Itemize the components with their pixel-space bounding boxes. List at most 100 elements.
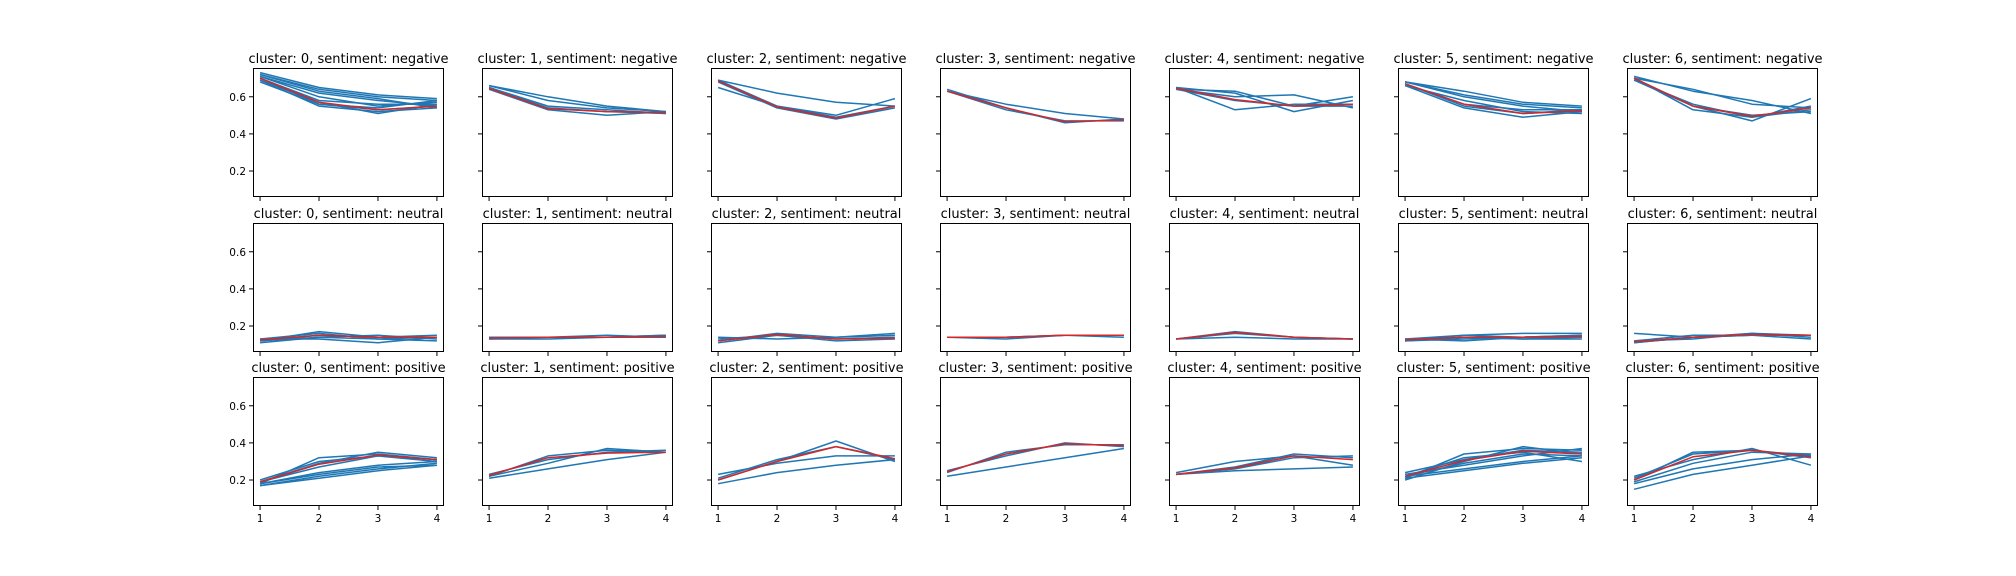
panel-title: cluster: 0, sentiment: positive: [251, 361, 445, 376]
panel-frame: [1169, 223, 1360, 352]
centroid-line: [1175, 87, 1353, 107]
panel-frame: [482, 68, 673, 197]
panel-frame: [1627, 223, 1818, 352]
y-tick-label: 0.6: [229, 92, 246, 104]
member-line: [1404, 81, 1582, 113]
x-tick-label: 4: [1350, 513, 1357, 525]
x-tick-label: 2: [1232, 513, 1239, 525]
member-line: [488, 88, 666, 117]
member-line: [488, 84, 666, 113]
x-tick-label: 2: [1461, 513, 1468, 525]
subplot-panel: cluster: 4, sentiment: positive 1 2 3 4: [1165, 361, 1362, 525]
panel-lines: [1175, 86, 1354, 113]
x-tick-label: 3: [1520, 513, 1527, 525]
member-line: [1404, 81, 1582, 109]
member-line: [259, 73, 438, 109]
panel-lines: [1405, 332, 1582, 342]
subplot-panel: cluster: 3, sentiment: positive 1 2 3 4: [936, 361, 1133, 525]
member-line: [1404, 81, 1582, 107]
member-line: [717, 458, 895, 485]
centroid-line: [1176, 455, 1353, 476]
x-tick-label: 1: [944, 513, 951, 525]
y-tick-label: 0.6: [229, 247, 246, 259]
member-line: [259, 455, 437, 481]
member-line: [259, 77, 437, 111]
panel-title: cluster: 6, sentiment: neutral: [1628, 207, 1818, 222]
member-line: [946, 88, 1124, 124]
centroid-line: [717, 445, 896, 481]
subplot-panel: cluster: 4, sentiment: neutral: [1165, 207, 1360, 356]
centroid-line: [1404, 450, 1582, 478]
panel-frame: [1169, 68, 1360, 197]
panel-title: cluster: 0, sentiment: neutral: [254, 207, 444, 222]
member-line: [718, 334, 895, 344]
panel-title: cluster: 1, sentiment: positive: [480, 361, 674, 376]
panel-lines: [947, 334, 1124, 340]
subplot-panel: cluster: 3, sentiment: neutral: [936, 207, 1131, 356]
y-tick-label: 0.2: [229, 475, 246, 487]
x-tick-label: 3: [375, 513, 382, 525]
panel-frame: [940, 377, 1131, 506]
member-line: [260, 464, 437, 487]
centroid-line: [947, 334, 1124, 338]
x-tick-label: 3: [1749, 513, 1756, 525]
x-tick-label: 4: [892, 513, 899, 525]
centroid-line: [1404, 83, 1582, 115]
member-line: [717, 440, 896, 481]
subplot-panel: cluster: 5, sentiment: neutral: [1394, 207, 1589, 356]
subplot-panel: cluster: 1, sentiment: positive 1 2 3 4: [478, 361, 675, 525]
subplot-panel: cluster: 0, sentiment: negative 0.2 0.4 0.6: [229, 52, 449, 201]
panel-title: cluster: 4, sentiment: neutral: [1170, 207, 1360, 222]
y-tick-label: 0.4: [229, 438, 246, 450]
panel-lines: [946, 442, 1125, 478]
subplot-panel: cluster: 1, sentiment: negative: [477, 52, 678, 201]
y-tick-label: 0.4: [229, 129, 246, 141]
centroid-line: [489, 335, 666, 339]
panel-title: cluster: 1, sentiment: neutral: [483, 207, 673, 222]
panel-title: cluster: 6, sentiment: positive: [1625, 361, 1819, 376]
x-tick-label: 4: [663, 513, 670, 525]
member-line: [946, 442, 1124, 472]
subplot-panel: cluster: 4, sentiment: negative: [1164, 52, 1365, 201]
centroid-line: [946, 443, 1124, 473]
y-tick-label: 0.6: [229, 401, 246, 413]
member-line: [259, 71, 437, 100]
subplot-panel: cluster: 1, sentiment: neutral: [478, 207, 673, 356]
member-line: [488, 451, 666, 479]
subplot-panel: cluster: 6, sentiment: neutral: [1623, 207, 1818, 356]
x-tick-label: 1: [486, 513, 493, 525]
centroid-line: [1633, 77, 1812, 118]
panel-title: cluster: 6, sentiment: negative: [1622, 52, 1822, 67]
member-line: [488, 84, 666, 113]
panel-frame: [1627, 377, 1818, 506]
panel-lines: [717, 79, 896, 120]
member-line: [488, 449, 666, 478]
member-line: [1405, 456, 1582, 479]
subplot-panel: cluster: 2, sentiment: negative: [706, 52, 907, 201]
centroid-line: [1405, 335, 1582, 341]
x-tick-label: 4: [1579, 513, 1586, 525]
x-tick-label: 3: [604, 513, 611, 525]
x-tick-label: 1: [1631, 513, 1638, 525]
centroid-line: [718, 333, 895, 342]
panel-lines: [259, 451, 437, 487]
x-tick-label: 1: [257, 513, 264, 525]
member-line: [1404, 84, 1582, 118]
member-line: [717, 81, 896, 120]
panel-lines: [1633, 447, 1812, 491]
x-tick-label: 2: [774, 513, 781, 525]
member-line: [1176, 88, 1354, 109]
subplot-panel: cluster: 6, sentiment: positive 1 2 3 4: [1623, 361, 1820, 525]
centroid-line: [259, 77, 437, 111]
centroid-line: [946, 90, 1124, 123]
panel-frame: [1627, 68, 1818, 197]
panel-title: cluster: 1, sentiment: negative: [477, 52, 677, 67]
member-line: [717, 79, 895, 107]
panel-lines: [488, 447, 666, 479]
member-line: [1404, 449, 1582, 474]
member-line: [946, 447, 1125, 478]
x-tick-label: 2: [1003, 513, 1010, 525]
panel-title: cluster: 3, sentiment: neutral: [941, 207, 1131, 222]
subplot-panel: cluster: 6, sentiment: negative: [1622, 52, 1823, 201]
